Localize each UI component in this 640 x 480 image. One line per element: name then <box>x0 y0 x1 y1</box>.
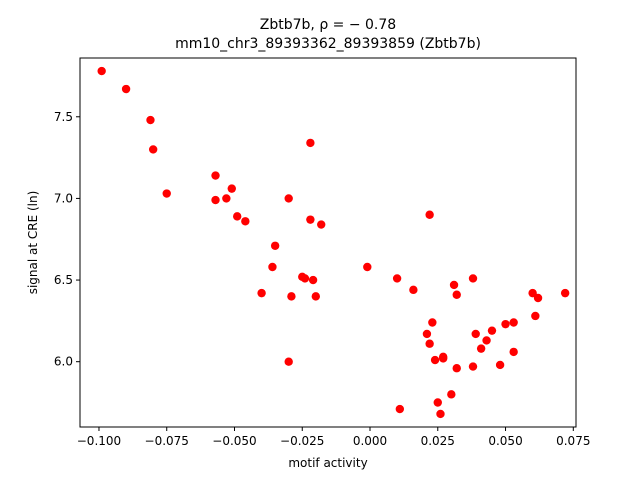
data-point <box>306 215 315 224</box>
data-point <box>241 217 250 226</box>
data-point <box>146 115 155 125</box>
x-axis-ticks: −0.100 −0.075 −0.050 −0.025 0.000 0.025 0.050 0… <box>77 427 590 448</box>
data-point <box>270 241 280 250</box>
data-point <box>501 319 510 329</box>
x-tick-label: −0.050 <box>212 434 256 448</box>
data-point <box>300 274 310 283</box>
data-point <box>468 274 478 283</box>
data-point <box>487 326 497 335</box>
data-points <box>97 66 570 419</box>
x-tick-label: −0.025 <box>280 434 324 448</box>
data-point <box>452 364 461 373</box>
data-point <box>449 280 459 290</box>
data-point <box>317 220 326 229</box>
data-point <box>284 194 293 203</box>
chart-title-line2: mm10_chr3_89393362_89393859 (Zbtb7b) <box>175 36 481 52</box>
data-point <box>509 318 518 327</box>
y-tick-label: 7.5 <box>54 110 73 124</box>
data-point <box>430 355 440 365</box>
data-point <box>533 293 543 303</box>
data-point <box>211 195 220 205</box>
y-axis-ticks: 6.0 6.5 7.0 7.5 <box>54 110 80 369</box>
data-point <box>468 362 478 371</box>
data-point <box>162 189 171 198</box>
data-point <box>509 347 518 357</box>
data-point <box>425 210 434 219</box>
data-point <box>471 329 480 339</box>
x-tick-label: −0.100 <box>77 434 121 448</box>
data-point <box>436 409 445 419</box>
data-point <box>409 285 418 295</box>
y-tick-label: 6.0 <box>54 355 73 369</box>
data-point <box>227 184 236 193</box>
x-tick-label: 0.025 <box>421 434 455 448</box>
plot-frame <box>79 57 577 428</box>
data-point <box>306 138 315 148</box>
data-point <box>425 339 434 348</box>
x-tick-label: −0.075 <box>145 434 189 448</box>
data-point <box>392 274 402 283</box>
data-point <box>422 329 432 339</box>
y-tick-label: 7.0 <box>54 191 73 205</box>
data-point <box>452 290 461 299</box>
data-point <box>438 354 448 363</box>
data-point <box>284 357 293 366</box>
data-point <box>311 292 320 301</box>
data-point <box>482 336 491 345</box>
y-tick-label: 6.5 <box>54 273 73 287</box>
x-tick-label: 0.000 <box>353 434 387 448</box>
data-point <box>447 390 456 399</box>
data-point <box>560 288 570 298</box>
data-point <box>268 262 277 272</box>
data-point <box>433 398 442 407</box>
data-point <box>257 288 266 298</box>
data-point <box>308 275 318 285</box>
data-point <box>121 84 131 94</box>
data-point <box>528 288 537 298</box>
x-axis-label: motif activity <box>288 456 367 470</box>
data-point <box>476 344 486 353</box>
chart-title-line1: Zbtb7b, ρ = − 0.78 <box>260 17 396 33</box>
x-tick-label: 0.050 <box>488 434 522 448</box>
x-tick-label: 0.075 <box>556 434 590 448</box>
data-point <box>395 404 405 414</box>
data-point <box>97 66 106 76</box>
data-point <box>495 360 505 370</box>
data-point <box>531 311 540 321</box>
data-point <box>211 171 220 180</box>
data-point <box>363 262 372 272</box>
data-point <box>287 292 296 301</box>
y-axis-label: signal at CRE (ln) <box>26 191 40 295</box>
data-point <box>222 194 231 203</box>
data-point <box>428 318 437 327</box>
data-point <box>148 145 158 154</box>
data-point <box>233 212 242 221</box>
